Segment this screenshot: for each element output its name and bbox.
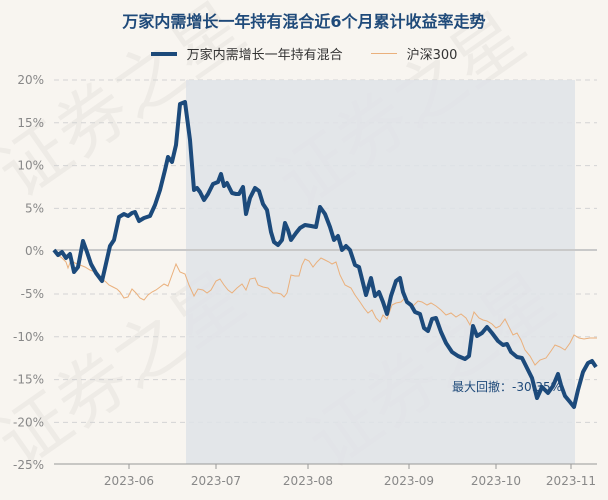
y-tick-label: -20% xyxy=(13,415,44,429)
x-tick-label: 2023-11 xyxy=(546,474,596,488)
y-tick-label: -10% xyxy=(13,330,44,344)
y-tick-label: 10% xyxy=(17,159,44,173)
max-drawdown-label: 最大回撤：-30.35% xyxy=(452,379,562,394)
x-tick-label: 2023-10 xyxy=(471,474,521,488)
chart-title: 万家内需增长一年持有混合近6个月累计收益率走势 xyxy=(122,12,486,31)
legend-label-csi300: 沪深300 xyxy=(406,48,458,63)
legend-swatch-fund xyxy=(150,51,177,56)
y-axis-labels: 20% 15% 10% 5% 0% -5% -10% -15% -20% -25% xyxy=(13,73,44,472)
y-tick-label: 0% xyxy=(25,244,44,258)
y-tick-label: -25% xyxy=(13,458,44,472)
x-axis-labels: 2023-06 2023-07 2023-08 2023-09 2023-10 2023-… xyxy=(104,464,596,488)
legend-swatch-csi300 xyxy=(370,53,397,54)
chart-legend: 万家内需增长一年持有混合 沪深300 xyxy=(0,44,608,63)
csi300-line xyxy=(53,249,597,366)
x-tick-label: 2023-06 xyxy=(104,474,154,488)
y-tick-label: -15% xyxy=(13,373,44,387)
legend-item-fund[interactable]: 万家内需增长一年持有混合 xyxy=(150,44,343,63)
y-tick-label: 20% xyxy=(17,73,44,87)
x-tick-label: 2023-07 xyxy=(191,474,241,488)
legend-label-fund: 万家内需增长一年持有混合 xyxy=(186,48,343,63)
legend-item-csi300[interactable]: 沪深300 xyxy=(370,44,458,63)
x-tick-label: 2023-08 xyxy=(283,474,333,488)
x-tick-label: 2023-09 xyxy=(384,474,434,488)
drawdown-shade xyxy=(186,80,575,464)
y-tick-label: 5% xyxy=(25,201,44,215)
y-tick-label: 15% xyxy=(17,116,44,130)
y-tick-label: -5% xyxy=(21,287,44,301)
fund-line xyxy=(52,100,598,409)
